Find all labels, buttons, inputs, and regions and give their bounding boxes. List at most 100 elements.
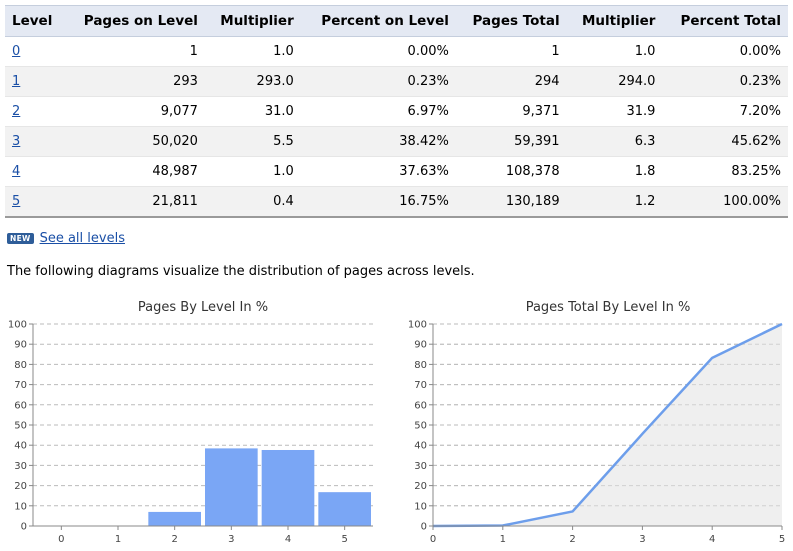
table-cell-multiplier: 293.0	[204, 66, 301, 97]
table-cell-level: 1	[5, 66, 65, 97]
level-link[interactable]: 0	[12, 44, 21, 59]
level-link[interactable]: 2	[12, 104, 21, 119]
table-cell-percent-on-level: 37.63%	[300, 156, 456, 187]
table-cell-multiplier: 5.5	[204, 126, 301, 157]
x-tick-label: 1	[500, 534, 506, 545]
x-tick-label: 0	[430, 534, 436, 545]
table-cell-pages-on-level: 293	[64, 66, 205, 97]
column-header-percent-total: Percent Total	[662, 5, 788, 37]
level-link[interactable]: 4	[12, 164, 21, 179]
table-header-row: Level Pages on Level Multiplier Percent on …	[5, 5, 788, 37]
column-header-multiplier-total: Multiplier	[566, 5, 663, 37]
column-header-multiplier: Multiplier	[204, 5, 301, 37]
level-link[interactable]: 1	[12, 74, 21, 89]
bar-level-2	[148, 511, 201, 526]
x-tick-label: 2	[171, 534, 177, 545]
table-row: 3 50,020 5.5 38.42% 59,391 6.3 45.62%	[5, 126, 788, 157]
table-cell-pages-total: 9,371	[455, 96, 567, 127]
level-link[interactable]: 5	[12, 194, 21, 209]
table-cell-pages-on-level: 1	[64, 36, 205, 67]
levels-table: Level Pages on Level Multiplier Percent on …	[5, 5, 788, 218]
table-cell-percent-on-level: 0.23%	[300, 66, 456, 97]
level-link[interactable]: 3	[12, 134, 21, 149]
chart-title: Pages Total By Level In %	[526, 300, 691, 315]
table-cell-percent-total: 83.25%	[662, 156, 788, 187]
new-badge: NEW	[7, 233, 34, 244]
table-cell-percent-total: 0.00%	[662, 36, 788, 67]
see-all-levels-row: NEW See all levels	[7, 231, 125, 246]
y-tick-label: 60	[14, 400, 27, 411]
table-cell-pages-total: 1	[455, 36, 567, 67]
area-fill	[433, 324, 782, 526]
table-cell-pages-on-level: 9,077	[64, 96, 205, 127]
table-cell-multiplier: 31.0	[204, 96, 301, 127]
table-cell-level: 0	[5, 36, 65, 67]
bar-level-4	[261, 449, 315, 526]
table-cell-percent-on-level: 16.75%	[300, 186, 456, 218]
intro-text: The following diagrams visualize the dis…	[7, 264, 475, 279]
y-tick-label: 10	[414, 501, 427, 512]
table-cell-pages-total: 59,391	[455, 126, 567, 157]
x-tick-label: 4	[285, 534, 291, 545]
y-tick-label: 70	[414, 380, 427, 391]
table-row: 5 21,811 0.4 16.75% 130,189 1.2 100.00%	[5, 186, 788, 218]
table-row: 0 1 1.0 0.00% 1 1.0 0.00%	[5, 36, 788, 67]
see-all-levels-link[interactable]: See all levels	[39, 231, 125, 246]
x-tick-label: 1	[115, 534, 121, 545]
y-tick-label: 0	[21, 522, 27, 533]
y-tick-label: 50	[14, 421, 27, 432]
pages-by-level-chart: Pages By Level In %010203040506070809010…	[8, 300, 373, 545]
table-cell-multiplier-total: 1.2	[566, 186, 663, 218]
table-cell-multiplier-total: 294.0	[566, 66, 663, 97]
table-cell-pages-on-level: 21,811	[64, 186, 205, 218]
y-tick-label: 100	[408, 320, 427, 331]
y-tick-label: 80	[14, 360, 27, 371]
y-tick-label: 60	[414, 400, 427, 411]
column-header-percent-on-level: Percent on Level	[300, 5, 456, 37]
x-tick-label: 3	[639, 534, 645, 545]
table-cell-multiplier-total: 31.9	[566, 96, 663, 127]
y-tick-label: 80	[414, 360, 427, 371]
column-header-level: Level	[5, 5, 65, 37]
x-tick-label: 5	[779, 534, 785, 545]
table-cell-level: 5	[5, 186, 65, 218]
table-cell-percent-total: 100.00%	[662, 186, 788, 218]
table-cell-level: 4	[5, 156, 65, 187]
y-tick-label: 0	[421, 522, 427, 533]
y-tick-label: 90	[14, 340, 27, 351]
table-cell-multiplier: 1.0	[204, 156, 301, 187]
table-cell-multiplier: 1.0	[204, 36, 301, 67]
y-tick-label: 40	[14, 441, 27, 452]
table-cell-pages-on-level: 48,987	[64, 156, 205, 187]
y-tick-label: 40	[414, 441, 427, 452]
pages-total-by-level-chart: Pages Total By Level In %010203040506070…	[408, 300, 785, 545]
table-cell-multiplier: 0.4	[204, 186, 301, 218]
y-tick-label: 20	[14, 481, 27, 492]
table-cell-percent-on-level: 0.00%	[300, 36, 456, 67]
y-tick-label: 70	[14, 380, 27, 391]
table-row: 1 293 293.0 0.23% 294 294.0 0.23%	[5, 66, 788, 97]
table-cell-pages-total: 130,189	[455, 186, 567, 218]
column-header-pages-total: Pages Total	[455, 5, 567, 37]
table-cell-percent-total: 7.20%	[662, 96, 788, 127]
table-body: 0 1 1.0 0.00% 1 1.0 0.00% 1 293 293.0 0.23% 294 294.…	[5, 36, 788, 218]
table-cell-percent-on-level: 6.97%	[300, 96, 456, 127]
table-cell-multiplier-total: 1.0	[566, 36, 663, 67]
x-tick-label: 3	[228, 534, 234, 545]
chart-title: Pages By Level In %	[138, 300, 268, 315]
y-tick-label: 90	[414, 340, 427, 351]
y-tick-label: 50	[414, 421, 427, 432]
table-cell-multiplier-total: 6.3	[566, 126, 663, 157]
y-tick-label: 30	[14, 461, 27, 472]
table-cell-pages-on-level: 50,020	[64, 126, 205, 157]
table-row: 2 9,077 31.0 6.97% 9,371 31.9 7.20%	[5, 96, 788, 127]
y-tick-label: 100	[8, 320, 27, 331]
table-cell-multiplier-total: 1.8	[566, 156, 663, 187]
x-tick-label: 4	[709, 534, 715, 545]
y-tick-label: 20	[414, 481, 427, 492]
x-tick-label: 0	[58, 534, 64, 545]
table-cell-percent-on-level: 38.42%	[300, 126, 456, 157]
table-cell-percent-total: 45.62%	[662, 126, 788, 157]
x-tick-label: 5	[341, 534, 347, 545]
table-cell-percent-total: 0.23%	[662, 66, 788, 97]
